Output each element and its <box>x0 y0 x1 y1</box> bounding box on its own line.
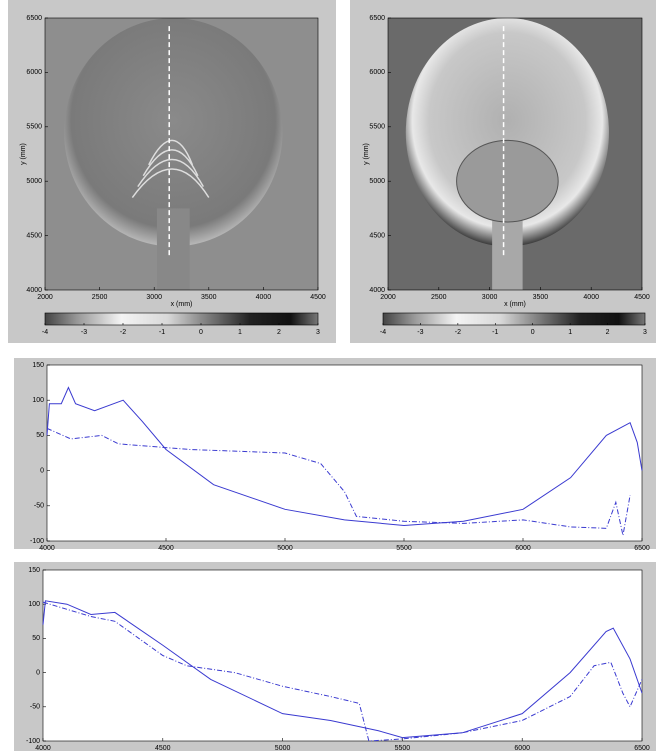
y-tick-label: 150 <box>28 567 40 574</box>
x-tick-label: 6500 <box>634 745 650 751</box>
y-tick-label: 50 <box>36 432 44 439</box>
y-tick-label: 5000 <box>369 178 385 185</box>
y-axis-label: y (mm) <box>20 143 27 165</box>
y-tick-label: 6000 <box>26 69 42 76</box>
x-tick-label: 4500 <box>634 294 650 301</box>
x-tick-label: 4000 <box>583 294 599 301</box>
colorbar-tick-label: 0 <box>531 329 535 336</box>
y-tick-label: 6500 <box>369 15 385 22</box>
x-tick-label: 4500 <box>155 745 171 751</box>
colorbar-tick-label: -4 <box>42 329 48 336</box>
colorbar <box>382 312 646 326</box>
x-tick-label: 2500 <box>431 294 447 301</box>
x-axis-label: x (mm) <box>504 301 526 308</box>
colorbar-tick-label: 2 <box>277 329 281 336</box>
colorbar-tick-label: -4 <box>380 329 386 336</box>
plot-area <box>46 364 643 542</box>
x-tick-label: 4000 <box>256 294 272 301</box>
colorbar-tick-label: -2 <box>120 329 126 336</box>
relief-ridge <box>137 158 204 188</box>
relief-ridge <box>131 168 210 198</box>
y-tick-label: 0 <box>36 669 40 676</box>
plot-border <box>387 17 643 291</box>
colorbar-tick-label: 2 <box>606 329 610 336</box>
x-tick-label: 3500 <box>201 294 217 301</box>
series-line <box>46 386 643 527</box>
y-tick-label: 4500 <box>26 232 42 239</box>
x-axis-label: x (mm) <box>171 301 193 308</box>
x-tick-label: 4000 <box>35 745 51 751</box>
y-tick-label: 150 <box>32 362 44 369</box>
colorbar-tick-label: -1 <box>159 329 165 336</box>
relief-stem <box>156 208 190 290</box>
series-line <box>42 601 643 742</box>
x-tick-label: 2000 <box>380 294 396 301</box>
x-tick-label: 3000 <box>146 294 162 301</box>
x-tick-label: 5000 <box>275 745 291 751</box>
x-tick-label: 4000 <box>39 545 55 552</box>
relief-disc <box>405 18 609 247</box>
x-tick-label: 6000 <box>515 545 531 552</box>
y-tick-label: 100 <box>28 601 40 608</box>
x-tick-label: 3000 <box>482 294 498 301</box>
colorbar-tick-label: 1 <box>568 329 572 336</box>
colorbar-tick-label: -3 <box>417 329 423 336</box>
y-tick-label: 0 <box>40 467 44 474</box>
colorbar-tick-label: 3 <box>316 329 320 336</box>
colorbar-tick-label: 1 <box>238 329 242 336</box>
x-tick-label: 4500 <box>310 294 326 301</box>
y-tick-label: 5500 <box>26 124 42 131</box>
x-tick-label: 5000 <box>277 545 293 552</box>
y-tick-label: -100 <box>30 538 44 545</box>
colorbar-tick-label: -3 <box>81 329 87 336</box>
x-tick-label: 6500 <box>634 545 650 552</box>
colorbar <box>44 312 319 326</box>
plot-border <box>44 17 319 291</box>
x-tick-label: 4500 <box>158 545 174 552</box>
y-tick-label: 5000 <box>26 178 42 185</box>
x-tick-label: 6000 <box>514 745 530 751</box>
colorbar-tick-label: 3 <box>643 329 647 336</box>
series-line <box>42 600 643 739</box>
colorbar-tick-label: -1 <box>492 329 498 336</box>
y-tick-label: 4000 <box>26 287 42 294</box>
relief-disc <box>64 18 283 247</box>
y-tick-label: -50 <box>34 503 44 510</box>
x-tick-label: 5500 <box>396 545 412 552</box>
y-tick-label: 4500 <box>369 232 385 239</box>
y-tick-label: -50 <box>30 704 40 711</box>
x-tick-label: 2500 <box>92 294 108 301</box>
y-tick-label: 6500 <box>26 15 42 22</box>
y-tick-label: 6000 <box>369 69 385 76</box>
relief-ridge <box>148 139 194 166</box>
colorbar-tick-label: 0 <box>199 329 203 336</box>
plot-area <box>42 569 643 742</box>
x-tick-label: 3500 <box>533 294 549 301</box>
y-tick-label: 5500 <box>369 124 385 131</box>
colorbar-tick-label: -2 <box>455 329 461 336</box>
y-tick-label: 100 <box>32 397 44 404</box>
series-line <box>46 427 631 536</box>
relief-ridge <box>142 149 199 177</box>
x-tick-label: 5500 <box>395 745 411 751</box>
y-tick-label: 50 <box>32 635 40 642</box>
y-tick-label: 4000 <box>369 287 385 294</box>
y-tick-label: -100 <box>26 738 40 745</box>
y-axis-label: y (mm) <box>363 143 370 165</box>
x-tick-label: 2000 <box>37 294 53 301</box>
relief-lobe <box>456 139 559 223</box>
